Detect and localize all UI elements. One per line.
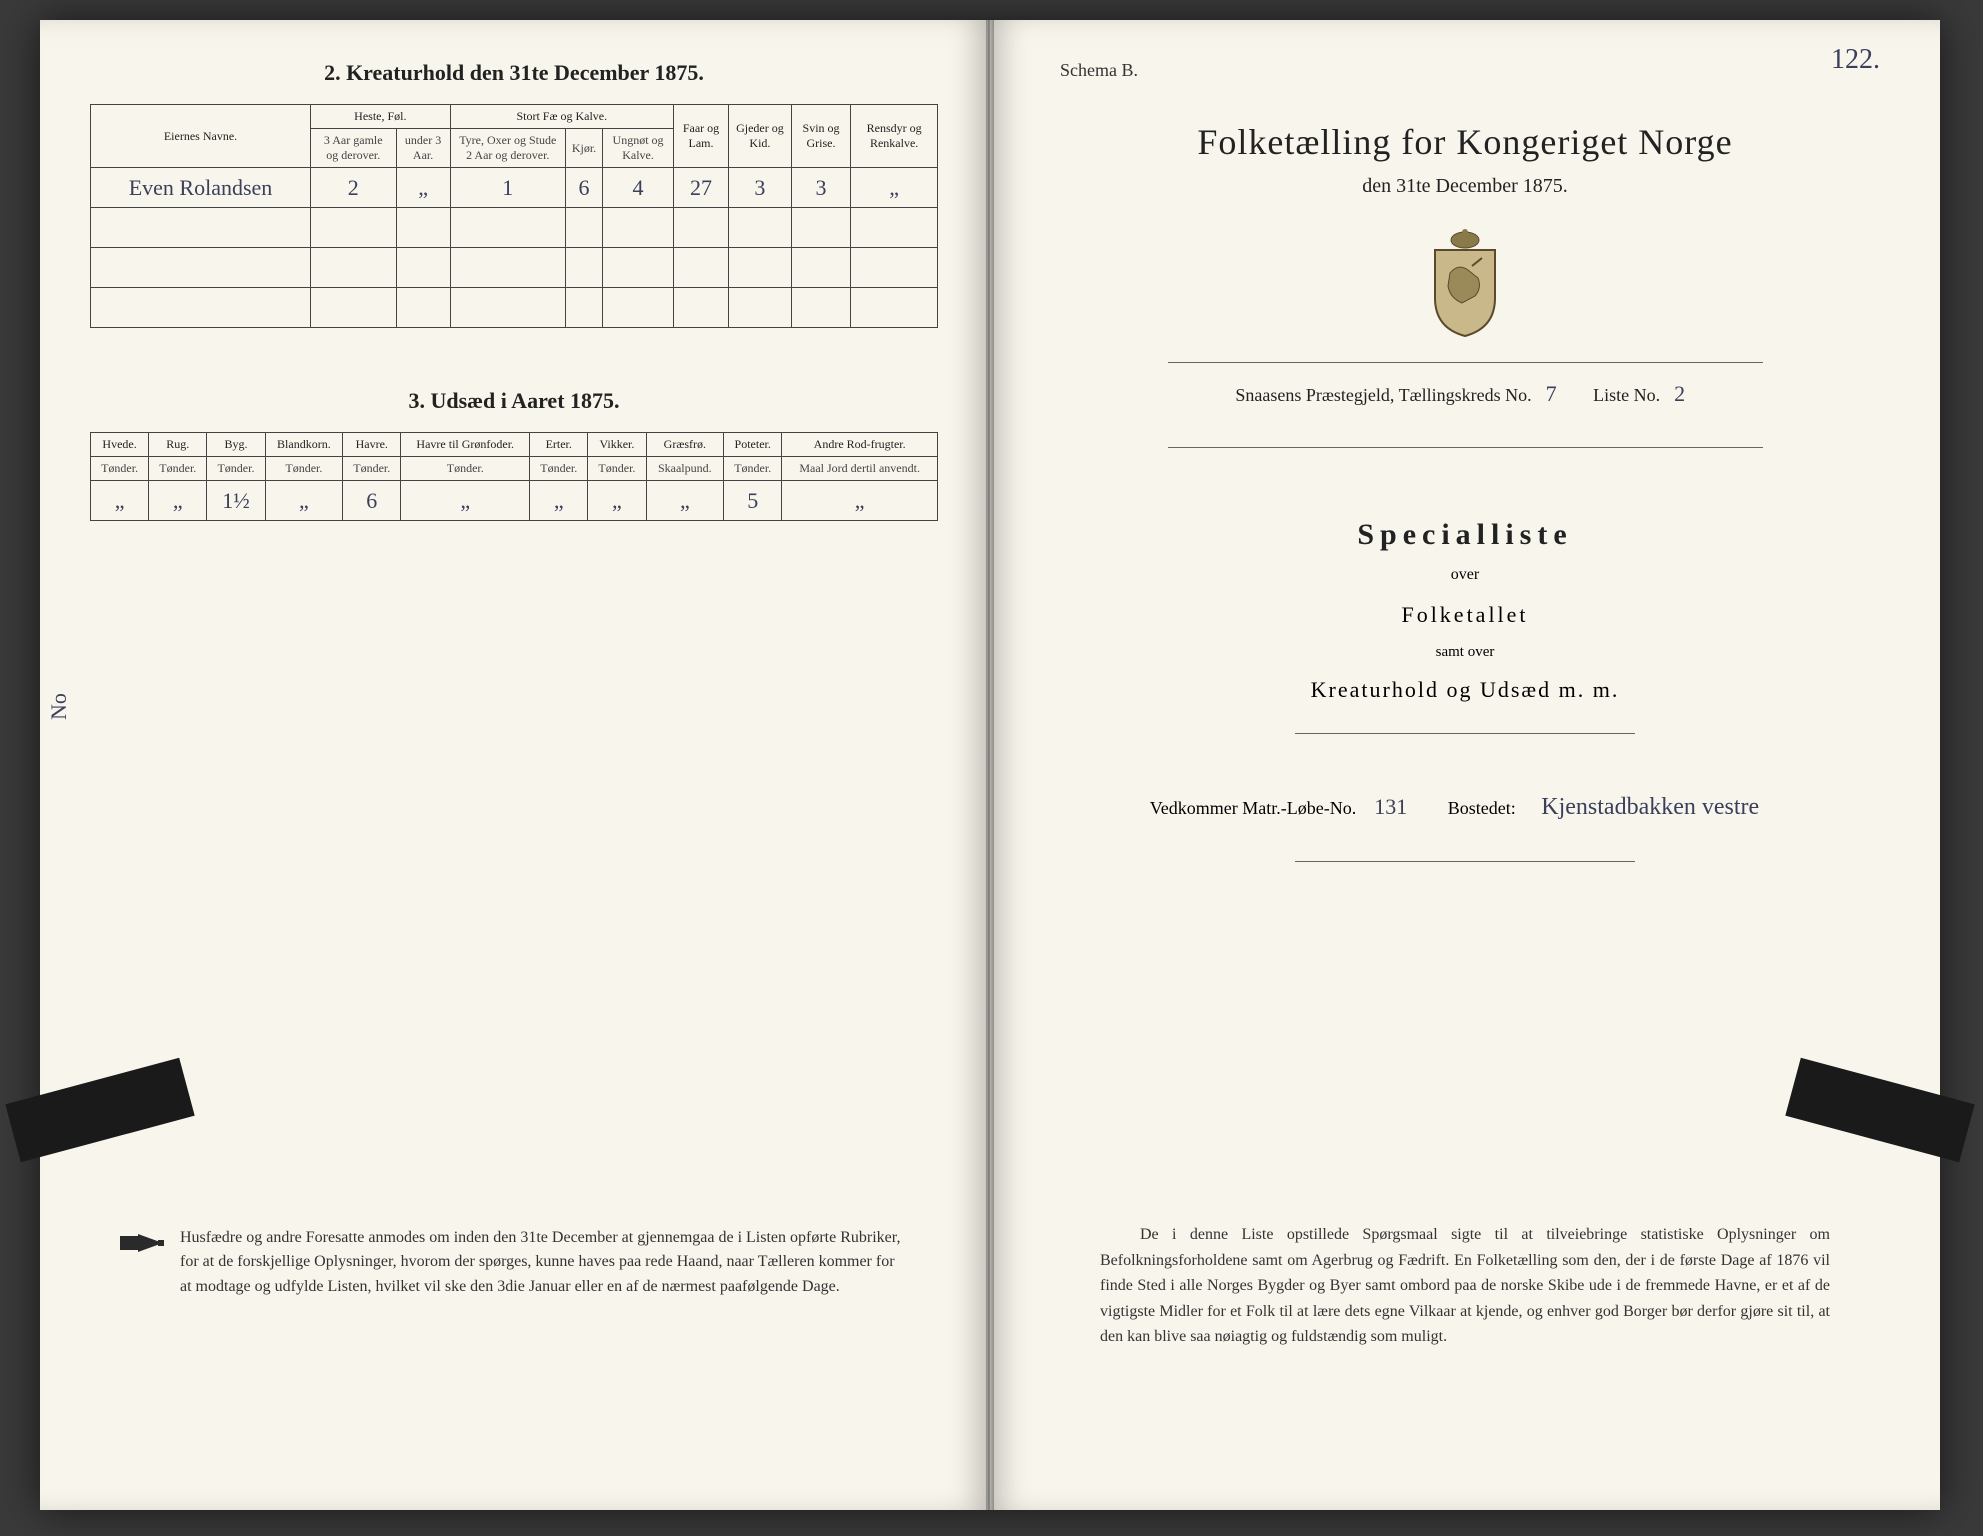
col-owner: Eiernes Navne. <box>91 105 311 168</box>
specialliste-heading: Specialliste <box>1040 518 1890 552</box>
bosted-value: Kjenstadbakken vestre <box>1520 794 1780 821</box>
cell-vikker: „ <box>588 481 646 521</box>
page-number: 122. <box>1831 44 1880 76</box>
cell-havre-gron: „ <box>401 481 530 521</box>
coat-of-arms-icon <box>1420 228 1510 338</box>
sub-tonder: Tønder. <box>724 457 782 481</box>
kreds-no: 7 <box>1536 381 1566 407</box>
cell-horses-old: 2 <box>311 168 397 208</box>
sub-tonder: Tønder. <box>588 457 646 481</box>
cell-poteter: 5 <box>724 481 782 521</box>
col-havre-gron: Havre til Grønfoder. <box>401 433 530 457</box>
group-cattle: Stort Fæ og Kalve. <box>450 105 673 129</box>
pointing-hand-icon <box>120 1230 164 1256</box>
sub-tonder: Tønder. <box>401 457 530 481</box>
col-rug: Rug. <box>149 433 207 457</box>
livestock-table: Eiernes Navne. Heste, Føl. Stort Fæ og K… <box>90 104 938 328</box>
right-footnote: De i denne Liste opstillede Spørgsmaal s… <box>1100 1222 1830 1350</box>
main-subtitle: den 31te December 1875. <box>1040 175 1890 198</box>
col-vikker: Vikker. <box>588 433 646 457</box>
col-horses-young: under 3 Aar. <box>396 129 450 168</box>
samt-label: samt over <box>1040 644 1890 661</box>
cell-pigs: 3 <box>791 168 850 208</box>
col-hvede: Hvede. <box>91 433 149 457</box>
divider <box>1168 362 1763 363</box>
owner-name: Even Rolandsen <box>91 168 311 208</box>
col-erter: Erter. <box>530 433 588 457</box>
col-graesfro: Græsfrø. <box>646 433 724 457</box>
left-footnote-block: Husfædre og andre Foresatte anmodes om i… <box>120 1226 908 1300</box>
cell-horses-young: „ <box>396 168 450 208</box>
col-blandkorn: Blandkorn. <box>265 433 343 457</box>
liste-no: 2 <box>1665 381 1695 407</box>
meta-line: Snaasens Præstegjeld, Tællingskreds No. … <box>1040 381 1890 407</box>
book-spread: No 2. Kreaturhold den 31te December 1875… <box>40 20 1940 1510</box>
cell-bulls: 1 <box>450 168 565 208</box>
cell-erter: „ <box>530 481 588 521</box>
main-title: Folketælling for Kongeriget Norge <box>1040 121 1890 163</box>
blank-row <box>91 288 938 328</box>
blank-row <box>91 248 938 288</box>
col-horses-old: 3 Aar gamle og derover. <box>311 129 397 168</box>
cell-havre: 6 <box>343 481 401 521</box>
sub-tonder: Tønder. <box>530 457 588 481</box>
cell-sheep: 27 <box>673 168 728 208</box>
col-cows: Kjør. <box>565 129 602 168</box>
cell-rug: „ <box>149 481 207 521</box>
right-page: 122. Schema B. Folketælling for Kongerig… <box>990 20 1940 1510</box>
cell-calves: 4 <box>603 168 674 208</box>
blank-row <box>91 208 938 248</box>
section2-title: 2. Kreaturhold den 31te December 1875. <box>90 60 938 86</box>
schema-label: Schema B. <box>1060 60 1890 81</box>
divider <box>1168 447 1763 448</box>
folketallet-heading: Folketallet <box>1040 602 1890 628</box>
col-byg: Byg. <box>207 433 265 457</box>
sub-tonder: Tønder. <box>149 457 207 481</box>
cell-cows: 6 <box>565 168 602 208</box>
bosted-label: Bostedet: <box>1448 798 1516 818</box>
liste-label: Liste No. <box>1593 385 1660 405</box>
over-label: over <box>1040 566 1890 584</box>
cell-blandkorn: „ <box>265 481 343 521</box>
group-horses: Heste, Føl. <box>311 105 451 129</box>
matr-label: Vedkommer Matr.-Løbe-No. <box>1150 798 1356 818</box>
left-footnote-text: Husfædre og andre Foresatte anmodes om i… <box>180 1226 908 1300</box>
parish-label: Snaasens Præstegjeld, Tællingskreds No. <box>1235 385 1531 405</box>
cell-hvede: „ <box>91 481 149 521</box>
sub-tonder: Tønder. <box>207 457 265 481</box>
col-sheep: Faar og Lam. <box>673 105 728 168</box>
divider <box>1295 733 1635 734</box>
kreaturhold-heading: Kreaturhold og Udsæd m. m. <box>1040 677 1890 703</box>
sub-tonder: Tønder. <box>91 457 149 481</box>
col-goats: Gjeder og Kid. <box>729 105 792 168</box>
cell-byg: 1½ <box>207 481 265 521</box>
cell-goats: 3 <box>729 168 792 208</box>
col-andre: Andre Rod-frugter. <box>782 433 938 457</box>
vedkommer-line: Vedkommer Matr.-Løbe-No. 131 Bostedet: K… <box>1040 794 1890 821</box>
col-poteter: Poteter. <box>724 433 782 457</box>
cell-andre: „ <box>782 481 938 521</box>
left-page: No 2. Kreaturhold den 31te December 1875… <box>40 20 990 1510</box>
divider <box>1295 861 1635 862</box>
sowing-table: Hvede. Rug. Byg. Blandkorn. Havre. Havre… <box>90 432 938 521</box>
sub-skaalpund: Skaalpund. <box>646 457 724 481</box>
matr-no: 131 <box>1361 794 1421 820</box>
col-bulls: Tyre, Oxer og Stude 2 Aar og derover. <box>450 129 565 168</box>
col-calves: Ungnøt og Kalve. <box>603 129 674 168</box>
book-spine <box>986 20 994 1510</box>
sub-tonder: Tønder. <box>265 457 343 481</box>
col-reindeer: Rensdyr og Renkalve. <box>851 105 938 168</box>
col-havre: Havre. <box>343 433 401 457</box>
side-tab: No <box>46 693 72 720</box>
sub-maal: Maal Jord dertil anvendt. <box>782 457 938 481</box>
sub-tonder: Tønder. <box>343 457 401 481</box>
col-pigs: Svin og Grise. <box>791 105 850 168</box>
cell-graesfro: „ <box>646 481 724 521</box>
section3-title: 3. Udsæd i Aaret 1875. <box>90 388 938 414</box>
cell-reindeer: „ <box>851 168 938 208</box>
